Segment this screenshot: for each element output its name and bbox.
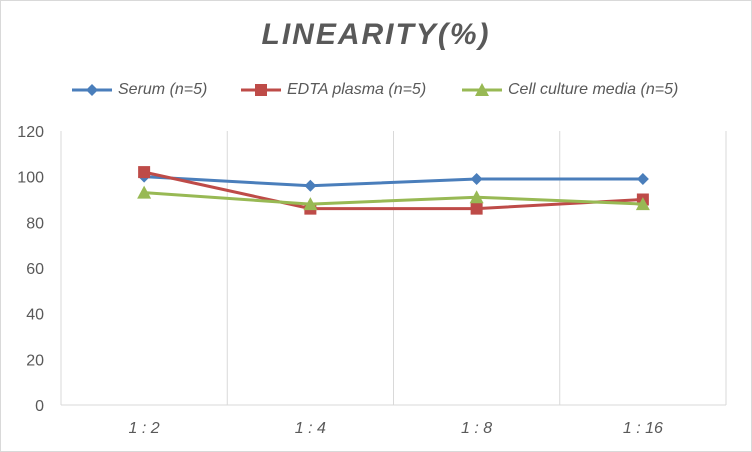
legend-item-edta-plasma: EDTA plasma (n=5) <box>241 78 426 102</box>
data-point <box>635 197 650 211</box>
legend-item-cell-culture: Cell culture media (n=5) <box>462 78 678 102</box>
data-point <box>470 202 483 215</box>
gridlines <box>60 131 727 406</box>
legend-marker-serum <box>72 84 112 96</box>
legend-label-edta-plasma: EDTA plasma (n=5) <box>287 81 427 98</box>
y-tick-label: 120 <box>17 124 44 141</box>
y-tick-label: 20 <box>26 352 44 369</box>
legend-marker-edta-plasma <box>241 84 281 96</box>
y-tick-label: 80 <box>26 215 44 232</box>
y-tick-label: 40 <box>26 307 44 324</box>
legend: Serum (n=5) EDTA plasma (n=5) Cell cultu… <box>0 78 752 102</box>
legend-label-cell-culture: Cell culture media (n=5) <box>508 81 679 98</box>
data-point <box>636 172 649 185</box>
chart-title: LINEARITY(%) <box>261 18 491 51</box>
series-layer <box>137 166 650 215</box>
y-tick-label: 0 <box>35 398 44 415</box>
x-axis-ticks: 1 : 2 1 : 4 1 : 8 1 : 16 <box>129 420 663 437</box>
legend-item-serum: Serum (n=5) <box>72 78 207 102</box>
data-point <box>137 185 152 199</box>
data-point <box>469 190 484 204</box>
legend-marker-cell-culture <box>462 83 502 96</box>
data-point <box>470 172 483 185</box>
series-line <box>143 170 643 211</box>
series-0 <box>138 170 649 192</box>
series-line <box>144 175 643 188</box>
series-line <box>144 191 643 206</box>
y-tick-label: 100 <box>17 170 44 187</box>
data-point <box>303 197 318 211</box>
legend-label-serum: Serum (n=5) <box>118 81 208 98</box>
data-point <box>138 166 151 179</box>
y-axis-ticks: 0 20 40 60 80 100 120 <box>17 124 44 415</box>
x-tick-label: 1 : 2 <box>129 420 160 437</box>
x-tick-label: 1 : 16 <box>623 420 663 437</box>
x-tick-label: 1 : 8 <box>461 420 492 437</box>
x-tick-label: 1 : 4 <box>295 420 326 437</box>
series-2 <box>137 185 650 211</box>
data-point <box>304 179 317 192</box>
y-tick-label: 60 <box>26 261 44 278</box>
